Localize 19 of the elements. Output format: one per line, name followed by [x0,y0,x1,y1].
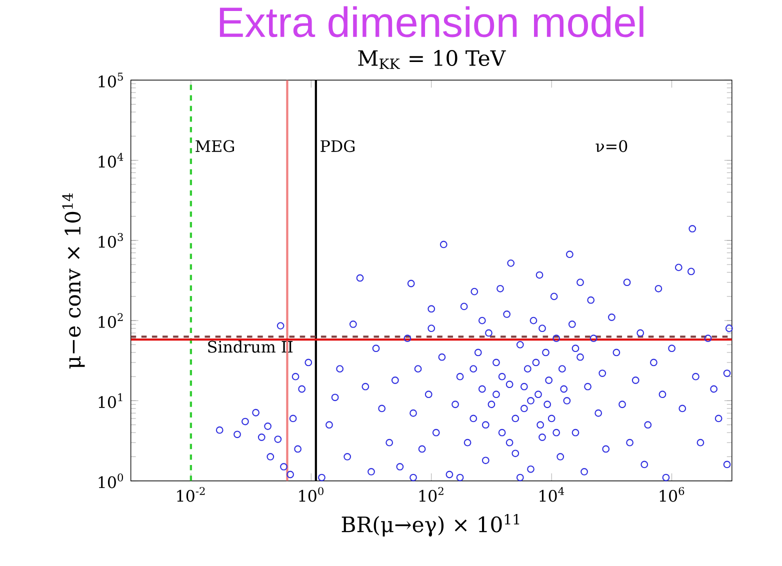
x-tick-label: 10$^{2}$ [419,487,444,502]
x-tick-label: 10$^{0}$ [299,487,324,502]
y-tick-label: 10$^{1}$ [98,393,122,408]
chart-subtitle: M$_{KK}$ = 10 TeV [358,50,506,69]
ref-line-label: PDG [320,140,355,152]
ref-line-label: MEG [196,140,234,152]
y-tick-label: 10$^{0}$ [98,473,124,488]
x-tick-label: 10$^{6}$ [660,487,684,502]
y-tick-label: 10$^{3}$ [98,233,123,248]
chart-title: Extra dimension model [220,6,644,38]
x-tick-label: 10$^{4}$ [540,487,564,502]
y-tick-label: 10$^{5}$ [98,72,123,88]
y-axis-title: μ−e conv × 10$^{14}$ [62,193,85,369]
y-tick-label: 10$^{4}$ [98,152,124,168]
ref-line-label: Sindrum II [208,340,293,353]
y-tick-label: 10$^{2}$ [98,313,123,328]
annotation: ν=0 [596,140,628,152]
x-axis-title: BR(μ→eγ) × 10$^{11}$ [342,514,520,536]
x-tick-label: 10$^{-2}$ [177,487,205,502]
